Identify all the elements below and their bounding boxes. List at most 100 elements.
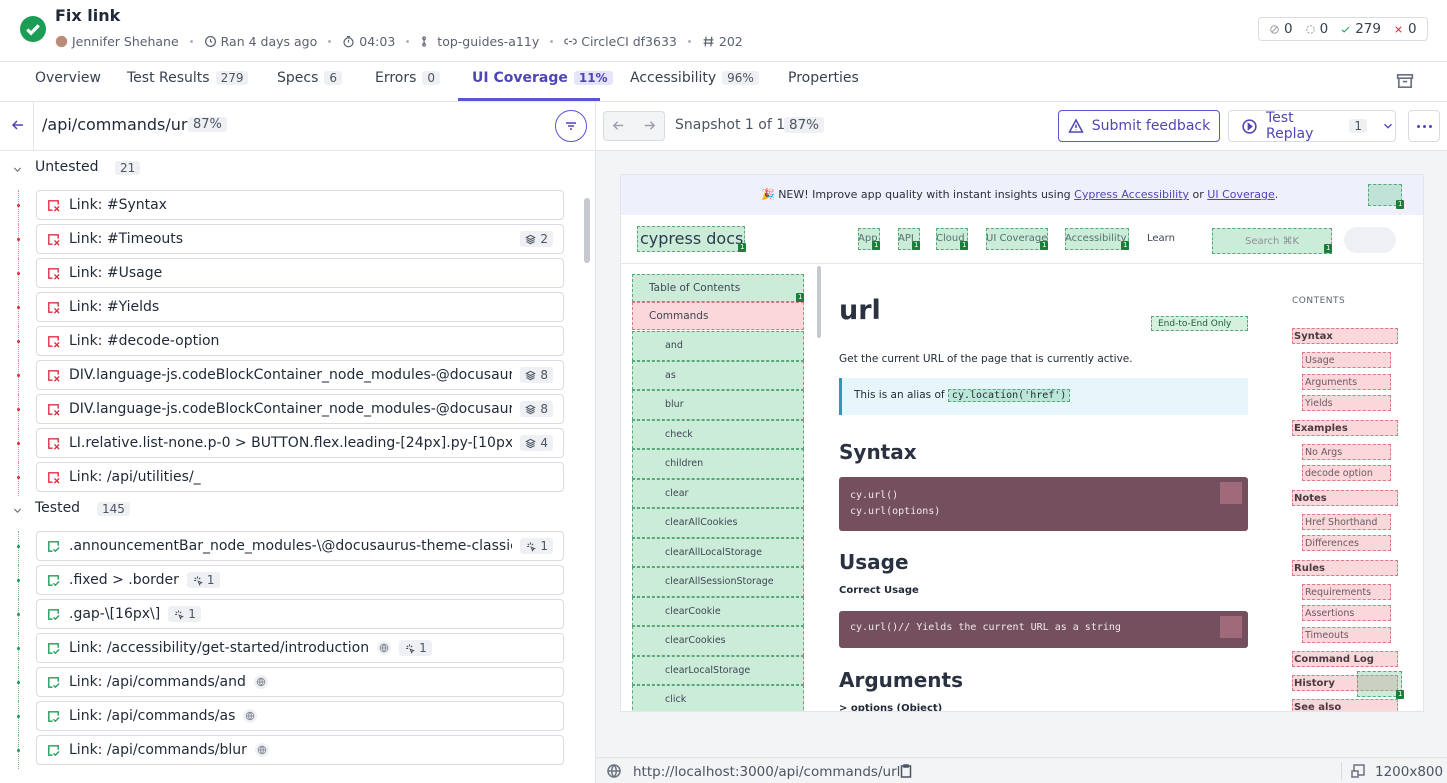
item-label: LI.relative.list-none.p-0 > BUTTON.flex.… [69, 435, 513, 451]
heading: Usage [839, 550, 909, 574]
contents-link: History [1292, 675, 1398, 691]
tree-line [18, 735, 19, 769]
count-icon [1393, 24, 1404, 35]
coverage-item[interactable]: .announcementBar_node_modules-\@docusaur… [36, 531, 564, 561]
contents-link: Timeouts [1302, 626, 1391, 643]
item-label: Link: /api/commands/blur [69, 742, 247, 758]
coverage-item[interactable]: Link: /api/utilities/_ [36, 462, 564, 492]
env-badge: End-to-End Only [1151, 316, 1248, 331]
count-failed: 0 [1393, 21, 1417, 37]
alias-code: cy.location('href') [947, 389, 1071, 402]
item-icon [46, 266, 61, 285]
coverage-item[interactable]: .fixed > .border 1 [36, 565, 564, 595]
coverage-marker: 1 [796, 293, 805, 302]
tab-label: Specs [277, 70, 319, 86]
alias-text: This is an alias of [854, 389, 948, 401]
tab[interactable]: Properties [788, 70, 859, 86]
item-label: Link: /api/commands/and [69, 674, 246, 690]
command-link: clearAllCookies [632, 508, 804, 538]
meta-icon [342, 35, 355, 48]
coverage-item[interactable]: Link: #decode-option [36, 326, 564, 356]
spec-score: 87% [188, 117, 227, 132]
filter-button [555, 110, 587, 142]
tree-dot [17, 238, 20, 241]
coverage-marker: 1 [1324, 244, 1333, 253]
interactions-badge: 1 [168, 606, 201, 622]
coverage-marker: 1 [1121, 241, 1130, 250]
item-icon [46, 198, 61, 217]
item-label: Link: /accessibility/get-started/introdu… [69, 640, 370, 656]
commands-heading: Commands [632, 302, 804, 330]
copy-icon [898, 763, 914, 783]
more-button[interactable] [1408, 110, 1440, 142]
contents-link: Usage [1302, 352, 1391, 368]
layers-icon [525, 438, 537, 449]
code-line: cy.url(options) [850, 506, 941, 517]
tab[interactable]: Accessibility 96% [630, 70, 759, 86]
link-badge [254, 743, 269, 757]
nav-link: Cloud [936, 233, 965, 244]
layers-badge: 8 [520, 367, 553, 383]
tree-line [18, 292, 19, 326]
layers-count: 8 [540, 368, 548, 382]
heading: Syntax [839, 440, 917, 464]
coverage-marker: 1 [1040, 241, 1049, 250]
banner-part: or [1189, 188, 1208, 201]
coverage-item[interactable]: Link: /accessibility/get-started/introdu… [36, 633, 564, 663]
count-value: 0 [1407, 21, 1417, 37]
tab[interactable]: Overview [35, 70, 101, 86]
coverage-item[interactable]: Link: #Timeouts 2 [36, 224, 564, 254]
tab[interactable]: Test Results 279 [127, 70, 249, 86]
item-icon [46, 539, 61, 558]
replay-button[interactable]: Test Replay 1 [1228, 110, 1396, 142]
replay-label: Test Replay [1266, 110, 1314, 142]
coverage-item[interactable]: Link: #Syntax [36, 190, 564, 220]
item-label: DIV.language-js.codeBlockContainer_node_… [69, 401, 513, 417]
count-icon [1305, 24, 1316, 35]
command-link: clearCookies [632, 626, 804, 656]
meta-icon [702, 35, 715, 48]
tab[interactable]: UI Coverage 11% [472, 70, 613, 86]
command-link: clearLocalStorage [632, 655, 804, 685]
divider [0, 101, 1447, 102]
warning-icon [1068, 118, 1084, 134]
tab-count: 11% [573, 71, 613, 85]
coverage-item[interactable]: LI.relative.list-none.p-0 > BUTTON.flex.… [36, 428, 564, 458]
group-name: Tested [35, 500, 81, 516]
toc-heading: Table of Contents [632, 274, 804, 302]
layers-badge: 4 [520, 435, 553, 451]
click-icon [525, 541, 537, 552]
tree-dot [17, 545, 20, 548]
tree-line [18, 326, 19, 360]
item-icon [46, 641, 61, 660]
tab[interactable]: Errors 0 [375, 70, 441, 86]
count-value: 0 [1319, 21, 1329, 37]
coverage-item[interactable]: Link: #Yields [36, 292, 564, 322]
copy-button [1220, 616, 1242, 638]
coverage-item[interactable]: DIV.language-js.codeBlockContainer_node_… [36, 360, 564, 390]
contents-link: Href Shorthand [1302, 513, 1391, 530]
meta-icon [564, 35, 578, 48]
coverage-item[interactable]: DIV.language-js.codeBlockContainer_node_… [36, 394, 564, 424]
coverage-item[interactable]: .gap-\[16px\] 1 [36, 599, 564, 629]
tab[interactable]: Specs 6 [277, 70, 343, 86]
logo-region [637, 226, 745, 252]
coverage-marker: 1 [1396, 690, 1405, 699]
coverage-item[interactable]: Link: /api/commands/and [36, 667, 564, 697]
replay-count: 1 [1349, 119, 1367, 133]
coverage-item[interactable]: Link: /api/commands/as [36, 701, 564, 731]
option-name: > options (Object) [839, 703, 943, 711]
tree-dot [17, 272, 20, 275]
meta-run: 202 [718, 34, 743, 49]
correct-usage: Correct Usage [839, 585, 919, 596]
divider [0, 61, 1447, 62]
contents-link: decode option [1302, 465, 1391, 481]
separator [687, 40, 691, 43]
link-badge [253, 675, 268, 689]
coverage-item[interactable]: Link: /api/commands/blur [36, 735, 564, 765]
item-icon [46, 607, 61, 626]
feedback-button[interactable]: Submit feedback [1058, 110, 1220, 142]
group-name: Untested [35, 159, 99, 175]
coverage-item[interactable]: Link: #Usage [36, 258, 564, 288]
